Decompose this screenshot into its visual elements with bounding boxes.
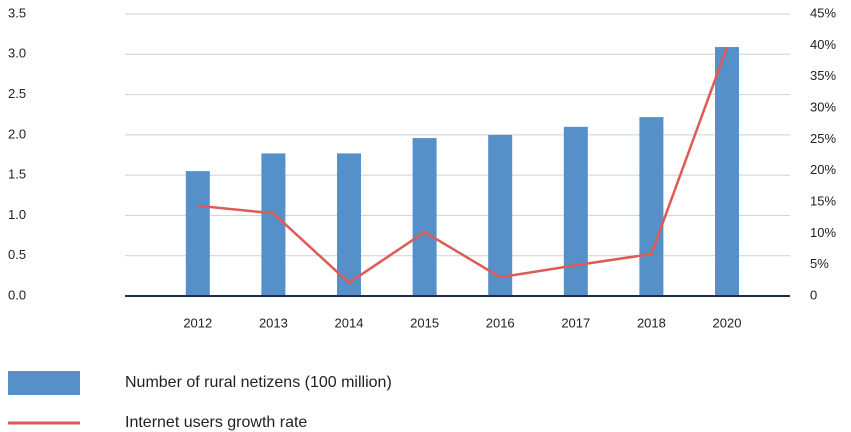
y-tick-label: 2.0 (8, 126, 26, 141)
y2-tick-label: 45% (810, 5, 836, 20)
bar (488, 134, 513, 296)
x-tick-label: 2018 (637, 315, 666, 330)
y2-tick-label: 10% (810, 225, 836, 240)
y-tick-label: 1.0 (8, 207, 26, 222)
y-tick-label: 0.5 (8, 247, 26, 262)
legend-swatch (8, 371, 80, 395)
y2-tick-label: 5% (810, 256, 829, 271)
y2-tick-label: 35% (810, 68, 836, 83)
x-tick-label: 2020 (713, 315, 742, 330)
y2-tick-label: 15% (810, 193, 836, 208)
y-tick-label: 3.5 (8, 5, 26, 20)
y2-tick-label: 25% (810, 131, 836, 146)
y-tick-label: 3.0 (8, 46, 26, 61)
bar (715, 47, 739, 296)
legend-label: Internet users growth rate (125, 414, 307, 431)
bar (412, 138, 437, 296)
y-tick-label: 1.5 (8, 167, 26, 182)
x-tick-label: 2013 (259, 315, 288, 330)
bar (261, 153, 286, 296)
y2-tick-label: 20% (810, 162, 836, 177)
bar (185, 171, 210, 296)
y2-tick-label: 40% (810, 37, 836, 52)
bar (563, 126, 588, 296)
x-tick-label: 2016 (486, 315, 515, 330)
y2-tick-label: 0 (810, 287, 817, 302)
x-tick-label: 2015 (410, 315, 439, 330)
bar (639, 117, 664, 296)
x-tick-label: 2012 (183, 315, 212, 330)
x-tick-label: 2014 (335, 315, 364, 330)
bar (337, 153, 361, 296)
legend-label: Number of rural netizens (100 million) (125, 374, 392, 391)
line (197, 46, 729, 285)
y2-tick-label: 30% (810, 99, 836, 114)
y-tick-label: 2.5 (8, 86, 26, 101)
x-tick-label: 2017 (561, 315, 590, 330)
y-tick-label: 0.0 (8, 287, 26, 302)
